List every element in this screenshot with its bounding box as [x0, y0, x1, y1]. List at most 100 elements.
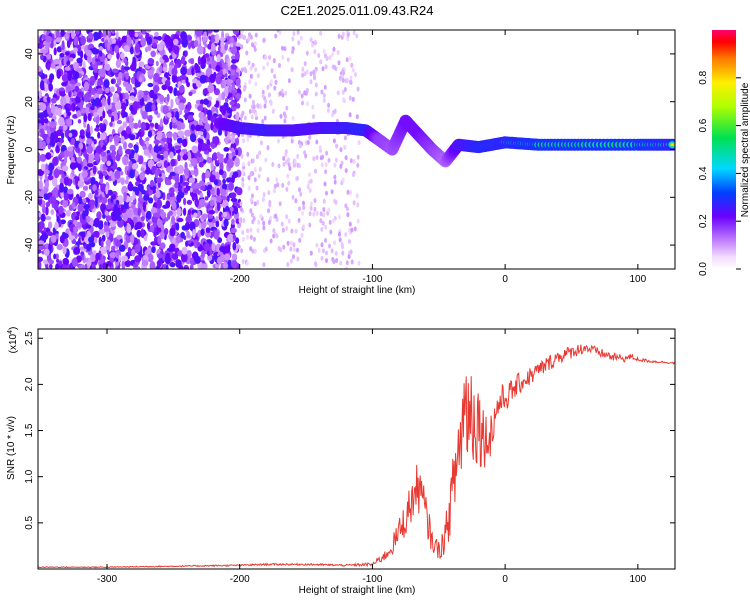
noise-speckle	[317, 247, 321, 253]
noise-speckle	[61, 81, 68, 87]
noise-speckle	[163, 228, 169, 236]
noise-speckle	[38, 42, 43, 49]
noise-speckle	[109, 252, 117, 258]
noise-speckle	[67, 146, 74, 152]
noise-speckle	[126, 223, 132, 234]
noise-speckle	[320, 162, 324, 168]
noise-speckle	[251, 219, 255, 225]
noise-speckle	[49, 75, 53, 84]
noise-speckle	[149, 261, 156, 269]
noise-speckle	[98, 46, 103, 51]
noise-speckle	[232, 242, 237, 251]
noise-speckle	[216, 256, 223, 265]
noise-speckle	[100, 138, 104, 148]
noise-speckle	[303, 61, 307, 67]
noise-speckle	[205, 227, 211, 234]
noise-speckle	[98, 172, 103, 179]
noise-speckle	[62, 257, 70, 266]
noise-speckle	[148, 197, 154, 204]
noise-speckle	[202, 30, 209, 33]
noise-speckle	[91, 47, 98, 55]
noise-speckle	[197, 131, 204, 136]
noise-speckle	[180, 252, 188, 263]
noise-speckle	[154, 169, 159, 179]
noise-speckle	[287, 180, 291, 186]
noise-speckle	[192, 228, 196, 239]
noise-speckle	[280, 221, 284, 227]
noise-speckle	[249, 171, 253, 177]
noise-speckle	[255, 154, 259, 160]
noise-speckle	[132, 101, 139, 110]
noise-speckle	[184, 129, 191, 137]
noise-speckle	[120, 204, 124, 212]
noise-speckle	[203, 98, 210, 105]
noise-speckle	[174, 173, 180, 183]
noise-speckle	[243, 115, 247, 121]
noise-speckle	[180, 31, 188, 41]
noise-speckle	[328, 55, 332, 61]
noise-speckle	[297, 89, 301, 95]
noise-speckle	[249, 227, 253, 233]
noise-speckle	[78, 196, 83, 204]
noise-speckle	[204, 196, 209, 201]
noise-speckle	[48, 83, 53, 92]
noise-speckle	[356, 202, 360, 208]
noise-speckle	[239, 201, 243, 207]
noise-speckle	[94, 152, 100, 161]
noise-speckle	[38, 112, 46, 118]
noise-speckle	[339, 164, 343, 169]
noise-speckle	[84, 207, 89, 217]
noise-speckle	[348, 190, 352, 196]
noise-speckle	[178, 264, 184, 269]
noise-speckle	[157, 219, 163, 228]
noise-speckle	[171, 201, 177, 210]
noise-speckle	[308, 188, 312, 193]
noise-speckle	[169, 187, 175, 195]
noise-speckle	[230, 64, 237, 70]
noise-speckle	[281, 45, 284, 51]
noise-speckle	[189, 187, 193, 193]
noise-speckle	[224, 73, 228, 78]
noise-speckle	[324, 237, 328, 243]
noise-speckle	[151, 246, 156, 253]
y-tick-label: -20	[24, 190, 35, 205]
noise-speckle	[179, 174, 183, 184]
noise-speckle	[273, 183, 277, 189]
noise-speckle	[82, 210, 86, 220]
noise-speckle	[277, 163, 281, 169]
noise-speckle	[103, 79, 110, 88]
noise-speckle	[73, 61, 79, 70]
noise-speckle	[229, 36, 235, 46]
noise-speckle	[83, 81, 90, 92]
noise-speckle	[336, 90, 340, 96]
noise-speckle	[228, 181, 234, 191]
noise-speckle	[251, 62, 255, 68]
noise-speckle	[178, 102, 185, 111]
noise-speckle	[338, 75, 342, 81]
noise-speckle	[53, 253, 57, 260]
noise-speckle	[194, 62, 199, 71]
noise-speckle	[99, 194, 103, 201]
noise-speckle	[223, 253, 231, 261]
noise-speckle	[73, 219, 78, 226]
noise-speckle	[309, 205, 313, 211]
noise-speckle	[86, 163, 94, 168]
noise-speckle	[308, 222, 312, 228]
noise-speckle	[320, 226, 324, 232]
noise-speckle	[156, 199, 163, 209]
noise-speckle	[194, 30, 202, 37]
noise-speckle	[157, 35, 162, 41]
noise-speckle	[140, 139, 144, 147]
noise-speckle	[349, 158, 353, 164]
noise-speckle	[123, 45, 130, 52]
noise-speckle	[111, 68, 119, 73]
noise-speckle	[268, 199, 272, 205]
noise-speckle	[190, 257, 194, 266]
noise-speckle	[250, 212, 254, 218]
noise-speckle	[66, 118, 72, 127]
noise-speckle	[251, 193, 254, 199]
noise-speckle	[171, 67, 178, 76]
noise-speckle	[153, 212, 160, 218]
noise-speckle	[350, 62, 354, 68]
noise-speckle	[101, 170, 108, 177]
